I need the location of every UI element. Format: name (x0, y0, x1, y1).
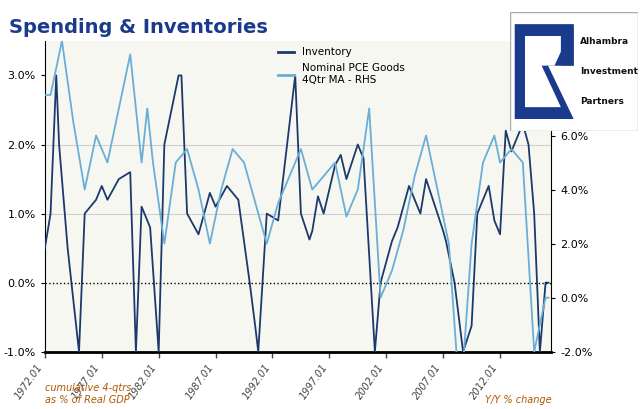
Text: Spending & Inventories: Spending & Inventories (10, 18, 269, 36)
Text: cumulative 4-qtrs
as % of Real GDP: cumulative 4-qtrs as % of Real GDP (45, 383, 131, 405)
Polygon shape (554, 24, 574, 65)
Text: Y/Y % change: Y/Y % change (485, 395, 551, 405)
Polygon shape (525, 36, 561, 107)
Legend: Inventory, Nominal PCE Goods
4Qtr MA - RHS: Inventory, Nominal PCE Goods 4Qtr MA - R… (274, 43, 410, 89)
Text: Alhambra: Alhambra (580, 37, 629, 47)
FancyBboxPatch shape (510, 12, 638, 131)
Text: Partners: Partners (580, 97, 624, 106)
Text: Investment: Investment (580, 67, 638, 76)
Polygon shape (515, 24, 574, 119)
